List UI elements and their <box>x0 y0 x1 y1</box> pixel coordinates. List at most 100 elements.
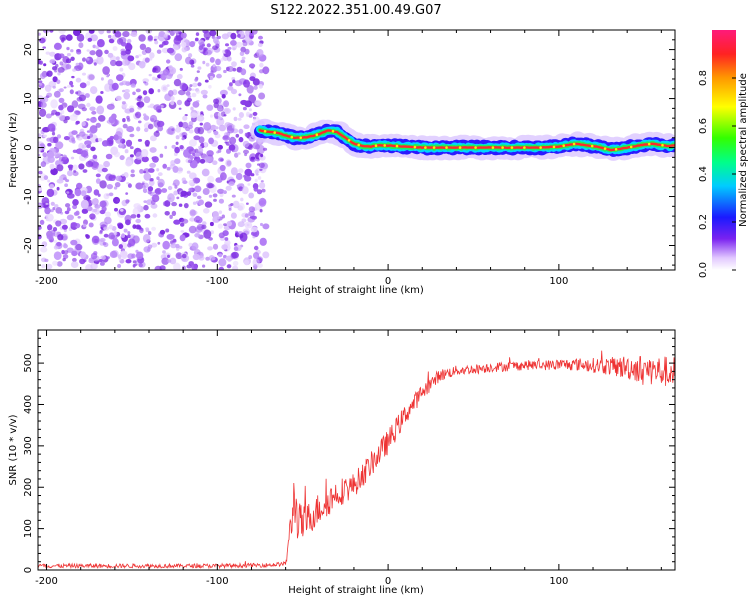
noise-speckle <box>238 136 244 143</box>
noise-speckle <box>147 35 153 41</box>
noise-speckle <box>66 214 74 221</box>
noise-speckle <box>55 141 64 150</box>
noise-speckle <box>179 67 183 71</box>
noise-speckle <box>206 104 214 111</box>
noise-speckle <box>200 89 208 95</box>
noise-speckle <box>147 123 154 130</box>
noise-speckle <box>76 136 83 141</box>
noise-speckle <box>63 136 70 141</box>
noise-speckle <box>175 135 180 140</box>
noise-speckle <box>122 118 126 123</box>
noise-speckle <box>39 108 47 118</box>
noise-speckle <box>103 160 110 168</box>
noise-speckle <box>254 169 259 175</box>
noise-speckle <box>89 106 96 112</box>
noise-speckle <box>167 126 176 136</box>
ridge-peak <box>347 139 351 142</box>
noise-speckle <box>174 185 178 189</box>
noise-speckle <box>252 111 258 116</box>
noise-speckle <box>167 259 172 263</box>
noise-speckle <box>196 195 202 200</box>
ridge-peak <box>299 136 303 140</box>
noise-speckle <box>152 213 158 218</box>
y-tick-label: 400 <box>23 395 34 414</box>
noise-speckle <box>58 156 66 163</box>
noise-speckle <box>179 234 186 242</box>
noise-speckle <box>90 116 97 123</box>
noise-speckle <box>55 220 62 227</box>
noise-speckle <box>194 37 199 42</box>
noise-speckle <box>53 42 62 51</box>
snr-y-ticks: 0 100 200 300 400 500 <box>23 337 675 573</box>
noise-speckle <box>185 56 192 65</box>
noise-speckle <box>213 198 217 202</box>
noise-speckle <box>38 144 42 153</box>
noise-speckle <box>164 145 168 150</box>
noise-speckle <box>99 221 108 228</box>
noise-speckle <box>175 126 181 133</box>
x-tick-label: 100 <box>549 576 568 587</box>
ridge-peak <box>273 131 277 134</box>
noise-speckle <box>49 30 54 33</box>
noise-speckle <box>188 148 197 155</box>
noise-speckle <box>185 91 191 96</box>
noise-speckle <box>169 214 173 219</box>
noise-speckle <box>116 199 120 203</box>
noise-speckle <box>62 257 66 262</box>
noise-speckle <box>242 106 247 111</box>
noise-speckle <box>260 222 263 227</box>
noise-speckle <box>206 43 211 48</box>
noise-speckle <box>149 147 157 153</box>
noise-speckle <box>115 175 122 182</box>
ridge-peak <box>491 146 495 149</box>
noise-speckle <box>70 156 75 160</box>
noise-speckle <box>189 84 193 88</box>
noise-speckle <box>90 34 99 42</box>
noise-speckle <box>252 142 260 150</box>
noise-speckle <box>154 265 162 270</box>
noise-speckle <box>99 230 103 233</box>
noise-speckle <box>126 118 131 122</box>
noise-speckle <box>72 164 78 171</box>
noise-speckle <box>68 166 73 171</box>
noise-speckle <box>224 49 229 53</box>
noise-speckle <box>64 183 68 187</box>
noise-speckle <box>230 32 237 40</box>
noise-speckle <box>88 128 96 134</box>
noise-speckle <box>217 188 225 194</box>
colorbar-ticks: 0.0 0.2 0.4 0.6 0.8 <box>698 70 736 278</box>
noise-speckle <box>38 153 41 157</box>
noise-speckle <box>161 188 168 193</box>
noise-speckle <box>52 136 59 144</box>
noise-speckle <box>235 41 243 48</box>
ridge-peak <box>383 144 387 147</box>
noise-speckle <box>100 91 104 94</box>
noise-speckle <box>205 37 210 41</box>
noise-speckle <box>106 184 114 190</box>
noise-speckle <box>253 245 259 251</box>
noise-speckle <box>232 79 236 84</box>
noise-speckle <box>39 72 46 80</box>
noise-speckle <box>149 52 155 59</box>
snr-panel: -200 -100 0 100 0 100 200 300 400 500 Height of … <box>8 329 676 596</box>
noise-speckle <box>69 89 74 95</box>
noise-speckle <box>130 173 136 178</box>
noise-speckle <box>70 261 79 268</box>
noise-speckle <box>54 204 59 208</box>
noise-speckle <box>145 47 152 54</box>
noise-speckle <box>106 75 110 78</box>
noise-speckle <box>188 172 197 180</box>
noise-speckle <box>203 122 212 131</box>
noise-speckle <box>74 188 82 197</box>
noise-speckle <box>186 264 192 269</box>
noise-speckle <box>66 207 71 212</box>
noise-speckle <box>103 233 109 238</box>
noise-speckle <box>57 67 65 73</box>
noise-speckle <box>217 223 223 229</box>
noise-speckle <box>156 168 160 172</box>
noise-speckle <box>199 122 203 126</box>
noise-speckle <box>51 233 56 237</box>
ridge-peak <box>590 144 594 148</box>
